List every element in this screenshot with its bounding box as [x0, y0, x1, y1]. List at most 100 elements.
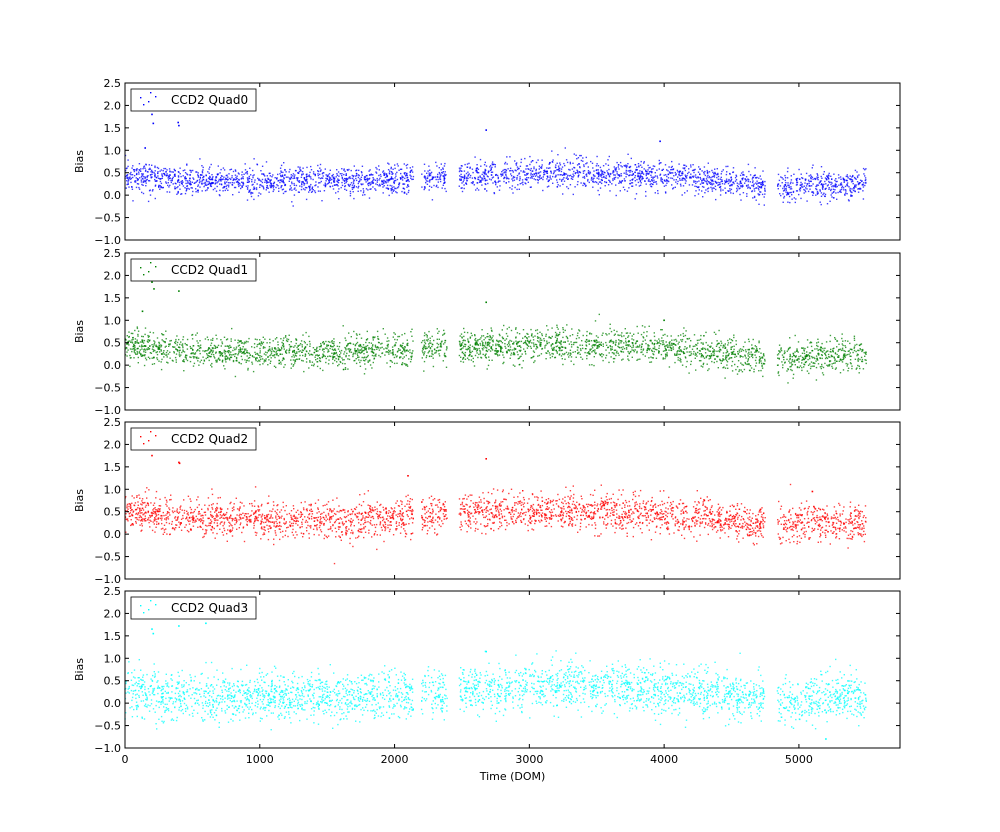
data-point — [340, 186, 342, 189]
data-point — [431, 349, 433, 352]
data-point — [668, 366, 671, 368]
data-point — [147, 336, 150, 338]
data-point — [523, 341, 526, 344]
data-point — [789, 358, 791, 361]
data-point — [403, 183, 406, 185]
data-point — [327, 174, 329, 176]
data-point — [712, 350, 714, 352]
data-point — [522, 171, 524, 173]
data-point — [490, 329, 493, 331]
data-point — [267, 187, 269, 189]
data-point — [288, 180, 290, 182]
data-point — [394, 167, 396, 170]
data-point — [175, 353, 178, 355]
data-point — [464, 175, 466, 178]
data-point — [506, 163, 508, 165]
data-point — [736, 184, 739, 187]
data-point — [670, 344, 672, 346]
data-point — [471, 168, 474, 170]
data-point — [411, 355, 413, 357]
data-point — [327, 363, 330, 365]
data-point — [744, 354, 746, 356]
data-point — [302, 354, 304, 357]
data-point — [290, 341, 292, 343]
data-point — [392, 190, 395, 192]
data-point — [185, 187, 188, 190]
data-point — [362, 191, 365, 194]
data-point — [724, 377, 726, 379]
data-point — [718, 351, 721, 353]
data-point — [608, 155, 610, 158]
data-point — [343, 173, 345, 176]
data-point — [820, 203, 822, 206]
data-point — [533, 173, 535, 175]
data-point — [727, 339, 729, 342]
data-point — [234, 179, 236, 181]
data-point — [428, 173, 430, 176]
data-point — [827, 177, 830, 179]
data-point — [193, 182, 195, 184]
data-point — [127, 178, 130, 180]
data-point — [864, 352, 867, 355]
data-point — [753, 371, 755, 373]
data-point — [537, 337, 539, 339]
data-point — [250, 174, 252, 176]
data-point — [337, 348, 340, 350]
data-point — [342, 325, 344, 327]
data-point — [283, 182, 285, 184]
data-point — [862, 190, 864, 192]
data-point — [306, 166, 308, 169]
data-point — [292, 173, 295, 175]
data-point — [864, 179, 866, 182]
data-point — [439, 180, 442, 183]
data-point — [484, 161, 486, 164]
data-point — [220, 180, 222, 182]
data-point — [127, 341, 129, 343]
data-point — [714, 185, 717, 187]
data-point — [683, 168, 685, 170]
data-point — [731, 183, 733, 186]
data-point — [151, 344, 153, 346]
data-point — [786, 370, 788, 372]
data-point — [227, 350, 229, 352]
data-point — [335, 357, 337, 360]
data-point — [317, 190, 320, 192]
data-point — [260, 184, 262, 186]
data-point — [563, 177, 565, 179]
data-point — [170, 181, 172, 184]
data-point — [283, 177, 285, 179]
data-point — [219, 189, 221, 192]
data-point — [516, 178, 518, 180]
data-point — [579, 154, 581, 157]
data-point — [727, 180, 729, 183]
data-point — [651, 171, 653, 173]
data-point — [572, 176, 574, 178]
data-point — [403, 172, 405, 174]
data-point — [509, 339, 511, 342]
data-point — [622, 186, 625, 188]
data-point — [360, 176, 363, 178]
legend-marker — [150, 92, 152, 94]
data-point — [210, 185, 213, 188]
data-point — [830, 188, 832, 191]
data-point — [649, 171, 651, 173]
data-point — [349, 195, 352, 197]
data-point — [857, 364, 859, 367]
data-point — [546, 186, 549, 188]
data-point — [238, 351, 240, 353]
data-point — [181, 344, 183, 346]
data-point — [736, 182, 738, 184]
data-point — [441, 187, 443, 189]
data-point — [530, 328, 532, 331]
data-point — [711, 190, 714, 192]
data-point — [159, 185, 162, 187]
data-point — [612, 342, 614, 344]
data-point — [855, 184, 857, 186]
data-point — [758, 177, 760, 179]
data-point — [362, 194, 364, 196]
data-point — [186, 164, 188, 166]
data-point — [488, 356, 490, 358]
data-point — [348, 348, 350, 350]
data-point — [169, 170, 171, 172]
data-point — [306, 358, 308, 360]
